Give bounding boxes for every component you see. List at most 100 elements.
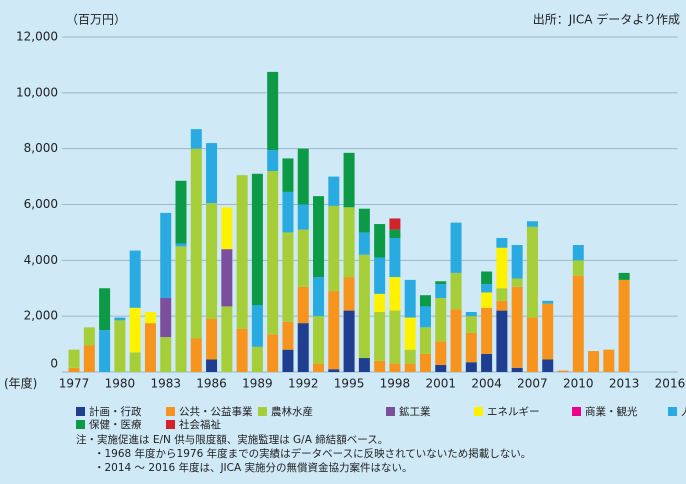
bar-segment — [114, 320, 126, 372]
bar-segment — [389, 238, 401, 278]
bar-segment — [221, 306, 233, 372]
bar-segment — [481, 353, 493, 372]
legend-label: エネルギー — [487, 406, 540, 418]
legend-swatch — [474, 407, 483, 416]
bar-segment — [236, 328, 248, 372]
legend-label: 鉱工業 — [399, 405, 431, 418]
y-tick-label: 10,000 — [16, 85, 58, 99]
legend-swatch — [572, 407, 581, 416]
bar-segment — [160, 298, 172, 338]
bar-segment — [389, 277, 401, 311]
bar-segment — [358, 254, 370, 359]
bar-segment — [267, 71, 279, 151]
bar-segment — [99, 330, 111, 372]
bar-segment — [267, 334, 279, 372]
bar-segment — [465, 316, 477, 333]
bar-segment — [404, 363, 416, 372]
bar-segment — [328, 176, 340, 206]
bar-segment — [374, 293, 386, 312]
note: ・2014 ～ 2016 年度は、JICA 実施分の無償資金協力案件はない。 — [94, 461, 413, 474]
bar-segment — [404, 349, 416, 364]
legend-swatch — [166, 420, 175, 429]
bar-segment — [297, 229, 309, 287]
bar-segment — [481, 292, 493, 308]
bar-segment — [374, 360, 386, 372]
bar-segment — [374, 224, 386, 258]
bar-segment — [389, 363, 401, 372]
bar-segment — [297, 323, 309, 372]
bar-segment — [542, 303, 554, 360]
x-tick-label: 1989 — [242, 377, 273, 391]
x-tick-label: 2007 — [517, 377, 548, 391]
bar-segment — [526, 221, 538, 227]
bar-segment — [282, 158, 294, 192]
x-tick-label: 2004 — [471, 377, 502, 391]
bar-segment — [435, 298, 447, 342]
bar-segment — [450, 222, 462, 273]
bar-segment — [129, 307, 141, 353]
bar-segment — [526, 317, 538, 372]
bar-segment — [68, 367, 80, 372]
bar-segment — [206, 359, 218, 372]
bar-segment — [511, 367, 523, 372]
bar-segment — [419, 353, 431, 372]
x-tick-label: 1977 — [59, 377, 90, 391]
bar-segment — [206, 318, 218, 360]
bar-segment — [343, 277, 355, 311]
bar-segment — [221, 207, 233, 250]
bar-segment — [450, 309, 462, 372]
bar-segment — [251, 305, 263, 347]
x-tick-label: 2013 — [609, 377, 640, 391]
bar-segment — [175, 180, 187, 244]
bar-segment — [328, 291, 340, 370]
bar-segment — [190, 129, 202, 149]
bar-segment — [419, 306, 431, 328]
legend-swatch — [76, 420, 85, 429]
bar-segment — [572, 260, 584, 276]
bar-segment — [572, 275, 584, 372]
bar-segment — [374, 311, 386, 361]
bar-segment — [618, 279, 630, 372]
x-tick-label: 2010 — [563, 377, 594, 391]
bar-segment — [419, 295, 431, 307]
bar-segment — [435, 365, 447, 372]
bar-segment — [175, 246, 187, 372]
legend-swatch — [258, 407, 267, 416]
bar-segment — [481, 271, 493, 285]
bar-segment — [481, 307, 493, 354]
x-tick-label: 1995 — [334, 377, 365, 391]
bar-segment — [313, 196, 325, 278]
bar-segment — [175, 243, 187, 247]
y-tick-label: 12,000 — [16, 30, 58, 44]
legend-label: 商業・観光 — [585, 405, 638, 418]
legend-label: 公共・公益事業 — [179, 405, 253, 418]
legend-label: 社会福祉 — [179, 418, 221, 431]
y-tick-label: 6,000 — [24, 197, 58, 211]
bar-segment — [206, 143, 218, 204]
bar-segment — [343, 310, 355, 372]
bar-segment — [114, 317, 126, 321]
bar-segment — [435, 341, 447, 366]
bar-segment — [190, 338, 202, 372]
bar-segment — [389, 229, 401, 238]
bar-segment — [236, 175, 248, 329]
bar-segment — [297, 286, 309, 324]
bar-segment — [129, 250, 141, 308]
bar-segment — [343, 207, 355, 278]
bar-segment — [358, 208, 370, 233]
bar-segment — [542, 300, 554, 304]
bar-segment — [374, 257, 386, 294]
bar-segment — [160, 337, 172, 372]
bar-segment — [588, 351, 600, 372]
legend-swatch — [76, 407, 85, 416]
bar-segment — [435, 281, 447, 285]
bar-segment — [83, 345, 95, 372]
y-tick-label: 2,000 — [24, 309, 58, 323]
bar-segment — [496, 288, 508, 301]
bar-segment — [297, 148, 309, 205]
bar-segment — [144, 311, 156, 324]
x-axis-label: (年度) — [4, 376, 37, 391]
legend-label: 保健・医療 — [89, 418, 142, 431]
legend-label: 農林水産 — [271, 405, 313, 418]
bar-segment — [465, 362, 477, 372]
